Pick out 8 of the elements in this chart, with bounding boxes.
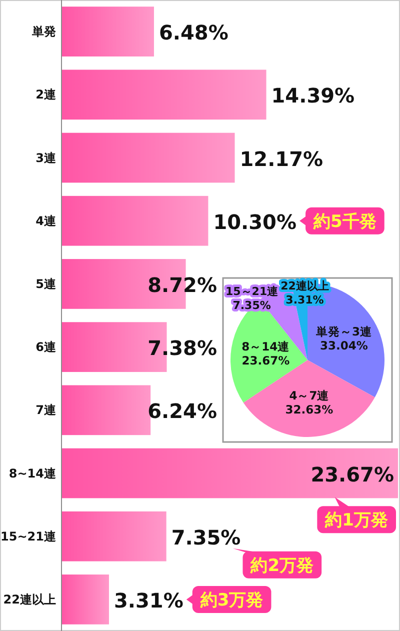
annotation: 約5千発 [312,212,376,232]
annotation: 約3万発 [199,590,264,610]
annotation: 約3万発 [186,586,272,613]
annotation: 約2万発 [250,556,314,576]
annotation: 約2万発 [232,548,322,578]
annotation: 約1万発 [317,497,396,534]
annotation: 約5千発 [300,207,384,234]
annotation: 約1万発 [324,510,388,531]
